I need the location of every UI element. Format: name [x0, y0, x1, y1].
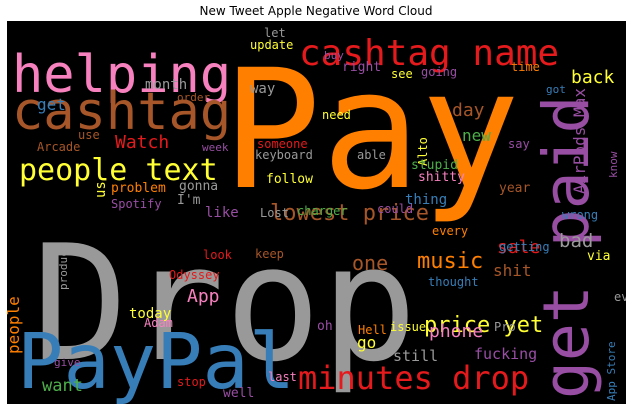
word-product: product: [57, 244, 70, 290]
word-us: us: [93, 181, 109, 198]
word-last: last: [268, 370, 297, 384]
word-keep: keep: [255, 247, 284, 261]
word-problem: problem: [111, 181, 166, 196]
word-week: week: [202, 141, 229, 154]
word-spotify: Spotify: [111, 197, 162, 211]
word-oh: oh: [317, 319, 333, 334]
word-get: get: [37, 95, 66, 114]
word-helping: helping: [12, 45, 231, 105]
word-need: need: [322, 108, 351, 122]
word-new: new: [462, 126, 491, 145]
word-lost: Lost: [260, 206, 289, 220]
word-app: App: [187, 286, 220, 307]
word-thought: thought: [428, 275, 479, 289]
word-get-paid: get paid: [530, 96, 603, 399]
word-pro: Pro: [494, 320, 516, 334]
word-pay: Pay: [222, 34, 520, 226]
word-even: even: [614, 290, 626, 304]
word-hell: Hell: [358, 323, 387, 337]
word-shit: shit: [493, 261, 532, 280]
word-want: want: [42, 376, 83, 396]
word-day: day: [452, 100, 485, 121]
word-way: way: [250, 81, 275, 97]
word-buy: buy: [324, 49, 344, 62]
word-cloud-canvas: Pay Drop PayPal get paid helping cashtag casht…: [7, 21, 626, 404]
word-phone: phone: [429, 321, 483, 342]
word-price-yet: price yet: [424, 313, 543, 338]
word-use: use: [78, 128, 100, 142]
word-update: update: [250, 38, 293, 52]
word-shitty: shitty: [418, 170, 465, 185]
word-still: still: [393, 347, 438, 365]
word-stop: stop: [177, 375, 206, 389]
word-minutes-drop: minutes drop: [298, 359, 529, 397]
word-back: back: [571, 67, 615, 88]
word-watch: Watch: [115, 132, 169, 153]
word-let: let: [264, 26, 286, 40]
word-look: look: [203, 248, 233, 262]
word-order: order: [177, 91, 210, 104]
word-go: go: [357, 333, 376, 352]
word-getting: getting: [499, 240, 550, 254]
chart-title: New Tweet Apple Negative Word Cloud: [199, 4, 433, 18]
word-someone: someone: [257, 137, 308, 151]
word-adam: Adam: [144, 316, 173, 330]
word-one: one: [352, 251, 388, 275]
word-see: see: [391, 67, 413, 81]
word-alto: Alto: [416, 137, 430, 166]
word-every: every: [432, 224, 468, 238]
word-time: time: [511, 60, 540, 74]
word-stupid: stupid: [411, 158, 458, 173]
word-well: well: [223, 386, 254, 401]
word-able: able: [357, 148, 386, 162]
word-wrong: wrong: [562, 208, 598, 222]
word-gonna: gonna: [179, 179, 218, 194]
word-cashtag: cashtag: [12, 82, 231, 142]
word-people-text: people text: [19, 153, 218, 188]
word-give: give: [54, 356, 81, 369]
word-app-store: App Store: [605, 341, 618, 401]
word-bad: bad: [559, 230, 593, 252]
word-arcade: Arcade: [37, 140, 80, 154]
word-today: today: [129, 306, 171, 322]
word-going: going: [421, 65, 457, 79]
word-could: could: [377, 202, 413, 216]
word-sale: sale: [497, 237, 540, 258]
word-charger: charger: [297, 204, 348, 218]
word-people: people: [7, 296, 23, 354]
word-keyboard: keyboard: [255, 148, 313, 162]
word-airpods-max: AirPods Max: [570, 88, 589, 194]
word-thing: thing: [405, 192, 447, 208]
word-year: year: [499, 181, 530, 196]
word-right: right: [342, 60, 381, 75]
word-say: say: [508, 137, 530, 151]
word-got: got: [546, 83, 566, 96]
word-fucking: fucking: [474, 345, 537, 363]
word-drop: Drop: [32, 210, 417, 397]
word-cashtag-name: cashtag name: [299, 33, 559, 74]
word-know: know: [607, 151, 620, 178]
word-like: like: [205, 205, 239, 221]
word-via: via: [587, 249, 610, 264]
word-i-m: I'm: [177, 193, 201, 208]
word-follow: follow: [266, 172, 313, 187]
word-issue: issue: [390, 320, 426, 334]
word-month: month: [145, 77, 187, 93]
word-lowest-price: lowest price: [270, 201, 429, 226]
word-odyssey: Odyssey: [169, 268, 220, 282]
word-music: music: [417, 249, 483, 274]
word-paypal: PayPal: [17, 318, 295, 404]
